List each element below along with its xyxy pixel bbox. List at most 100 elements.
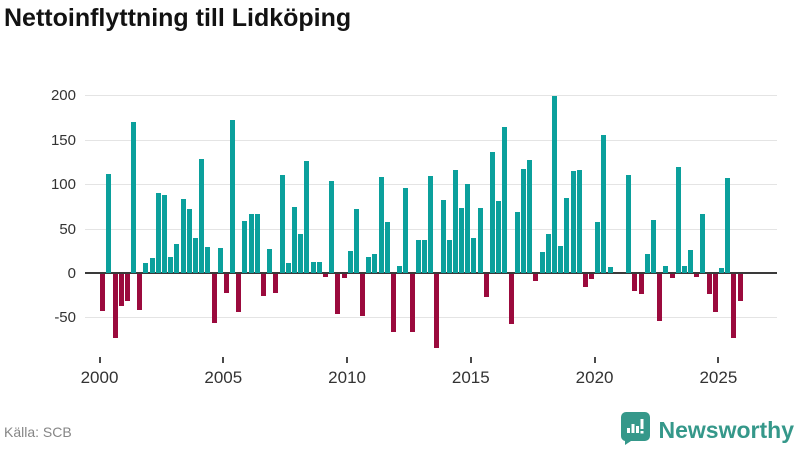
bar-2000-Q3 (112, 274, 118, 338)
bar-2005-Q3 (236, 274, 242, 313)
gridline (85, 317, 777, 318)
bar-2024-Q3 (706, 274, 712, 295)
bar-2010-Q3 (360, 274, 365, 316)
y-axis-label: 0 (67, 265, 76, 282)
bar-2000-Q4 (118, 274, 124, 306)
y-axis-label: 150 (50, 132, 76, 149)
bar-2004-Q2 (205, 247, 211, 273)
x-axis-tick (222, 357, 225, 363)
bar-2001-Q3 (137, 274, 143, 310)
bar-2020-Q3 (607, 266, 613, 273)
bar-2023-Q1 (669, 274, 675, 278)
brand-name: Newsworthy (658, 416, 794, 443)
bar-2010-Q4 (366, 257, 372, 273)
zero-axis-line (85, 272, 777, 274)
bar-2009-Q1 (322, 274, 328, 277)
bar-2016-Q4 (514, 211, 520, 273)
bar-2000-Q1 (100, 274, 106, 312)
x-axis-tick (346, 357, 349, 363)
bar-2019-Q2 (576, 170, 582, 273)
bar-2020-Q2 (601, 134, 607, 273)
bar-2015-Q3 (483, 274, 489, 298)
bar-2011-Q4 (391, 274, 396, 332)
bar-2024-Q4 (712, 274, 718, 313)
bar-2006-Q3 (261, 274, 266, 297)
bar-2024-Q1 (694, 274, 700, 277)
bar-2017-Q3 (533, 274, 539, 282)
bar-2013-Q1 (421, 240, 427, 273)
bar-2011-Q2 (378, 177, 384, 273)
brand-lockup: Newsworthy (619, 410, 794, 450)
bar-2008-Q3 (310, 262, 316, 273)
bar-2020-Q1 (595, 221, 601, 273)
bar-2013-Q3 (434, 274, 440, 348)
bar-2014-Q1 (446, 240, 452, 273)
x-axis-label: 2020 (575, 368, 614, 387)
bar-2019-Q1 (570, 170, 576, 273)
bar-2002-Q2 (155, 193, 161, 273)
bar-2012-Q2 (403, 187, 409, 273)
bar-2012-Q4 (415, 240, 421, 273)
x-axis-tick (593, 357, 596, 363)
bar-2003-Q2 (180, 199, 186, 273)
bar-2017-Q1 (521, 169, 526, 273)
bar-2005-Q2 (230, 120, 236, 273)
bar-2014-Q4 (465, 184, 471, 273)
bar-2002-Q4 (168, 257, 174, 273)
bar-2015-Q2 (477, 208, 483, 273)
bar-2003-Q1 (174, 243, 180, 273)
bar-2017-Q2 (527, 160, 533, 273)
newsworthy-bar-chart-bubble-icon (619, 410, 652, 450)
bar-2024-Q2 (700, 213, 706, 273)
y-axis-label: 50 (59, 221, 76, 238)
x-axis-label: 2000 (80, 368, 119, 387)
bar-2004-Q4 (217, 248, 223, 273)
bar-2008-Q2 (304, 161, 310, 273)
bar-2022-Q4 (663, 265, 669, 273)
bar-2016-Q2 (502, 127, 508, 273)
bar-2008-Q4 (316, 261, 322, 273)
bar-2007-Q3 (285, 263, 291, 273)
x-axis-label: 2005 (204, 368, 243, 387)
bar-2004-Q1 (199, 159, 205, 273)
bar-2014-Q3 (459, 208, 465, 273)
bar-2015-Q1 (471, 237, 477, 273)
bar-2007-Q4 (292, 207, 297, 273)
bar-2019-Q3 (582, 274, 588, 288)
bar-2012-Q1 (397, 265, 403, 273)
y-axis-label: 200 (50, 87, 76, 104)
bar-2018-Q4 (564, 197, 570, 273)
bar-2011-Q1 (372, 254, 378, 273)
bar-2021-Q4 (638, 274, 644, 295)
bar-2005-Q4 (242, 220, 248, 273)
x-axis-label: 2015 (451, 368, 490, 387)
bar-2016-Q3 (508, 274, 514, 324)
bar-2025-Q1 (719, 267, 724, 273)
x-axis-tick (717, 357, 720, 363)
bar-2019-Q4 (589, 274, 594, 280)
bar-2004-Q3 (211, 274, 217, 323)
bar-2016-Q1 (496, 201, 502, 273)
bar-2003-Q4 (192, 237, 198, 273)
bar-2007-Q1 (273, 274, 279, 293)
x-axis-tick (98, 357, 101, 363)
bar-2009-Q4 (341, 274, 347, 279)
bar-2010-Q2 (353, 209, 359, 273)
bar-2005-Q1 (223, 274, 229, 293)
chart-title: Nettoinflyttning till Lidköping (4, 4, 352, 32)
bar-2013-Q2 (428, 176, 434, 273)
x-axis-label: 2010 (328, 368, 366, 387)
bar-2001-Q2 (131, 122, 136, 273)
bar-2009-Q3 (335, 274, 341, 314)
bar-2018-Q3 (558, 245, 564, 273)
source-note: Källa: SCB (4, 424, 72, 440)
bar-2023-Q2 (675, 167, 681, 273)
bar-2006-Q2 (254, 213, 260, 273)
bar-2009-Q2 (329, 180, 335, 273)
bar-2013-Q4 (440, 200, 446, 273)
x-axis-label: 2025 (699, 368, 738, 387)
bar-2021-Q2 (626, 175, 632, 273)
bar-2021-Q3 (632, 274, 638, 291)
bar-2023-Q4 (688, 249, 694, 273)
bar-2022-Q1 (644, 253, 650, 273)
